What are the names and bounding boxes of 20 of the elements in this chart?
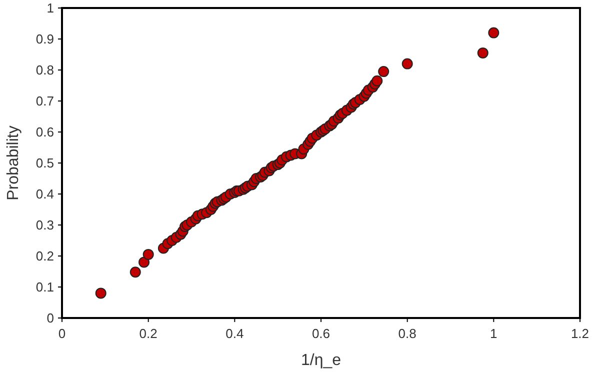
x-tick-label: 0.8 [398,326,416,341]
y-tick-label: 0.5 [36,156,54,170]
x-tick-label: 0.4 [226,326,244,341]
y-tick-label: 0.4 [36,186,54,202]
y-tick-label: 0.9 [36,32,54,46]
y-tick-label: 1 [46,0,54,16]
x-tick-label: 0 [58,326,66,341]
y-tick-label: 0.1 [36,280,54,294]
y-axis-title: Probability [5,126,22,200]
y-tick-label: 0.3 [36,218,54,232]
y-tick-label: 0.2 [36,248,54,264]
x-tick-label: 0.6 [312,326,330,341]
y-tick-label: 0.6 [36,124,54,140]
y-tick-label: 0 [46,310,54,326]
y-tick-label: 0.7 [36,94,54,108]
x-tick-label: 0.2 [139,326,158,341]
x-tick-label: 1.2 [570,326,590,341]
x-axis-title: 1/η_e [300,352,342,369]
y-tick-label: 0.8 [36,62,54,78]
x-tick-label: 1 [490,326,498,341]
